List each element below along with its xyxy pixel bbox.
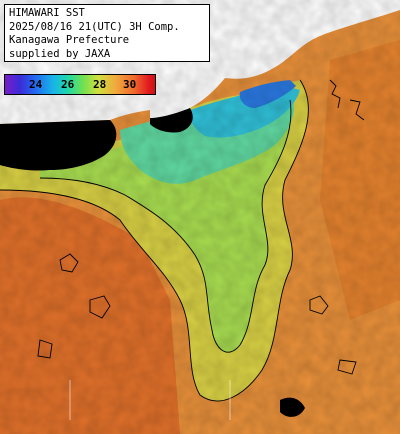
scale-tick-26: 26 <box>61 78 75 91</box>
scale-tick-30: 30 <box>123 78 137 91</box>
isotherm-contours <box>0 79 365 402</box>
scale-tick-24: 24 <box>29 78 43 91</box>
map-timestamp: 2025/08/16 21(UTC) 3H Comp. <box>9 20 180 33</box>
scale-tick-28: 28 <box>93 78 107 91</box>
graticule <box>69 380 231 420</box>
map-credit: supplied by JAXA <box>9 47 111 60</box>
map-info-box: HIMAWARI SST 2025/08/16 21(UTC) 3H Comp.… <box>4 4 210 62</box>
map-region: Kanagawa Prefecture <box>9 34 130 46</box>
temperature-scale-bar: 24 26 28 30 <box>4 74 156 95</box>
map-title: HIMAWARI SST <box>9 7 85 19</box>
